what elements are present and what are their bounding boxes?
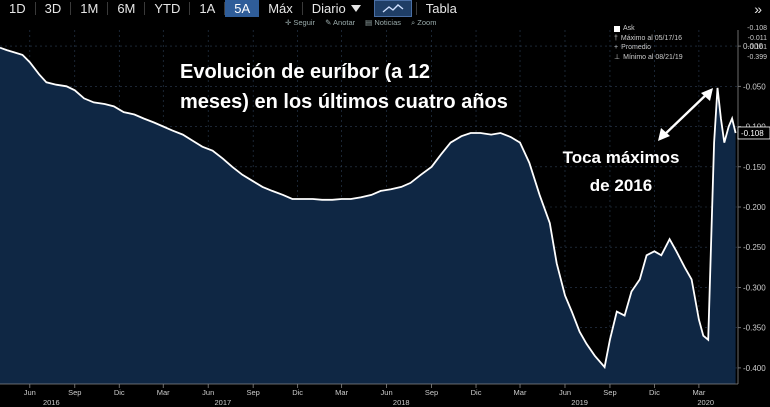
- y-tick-label: -0.200: [743, 203, 766, 212]
- range-1d-button[interactable]: 1D: [9, 1, 26, 16]
- toolbar-divider: [107, 2, 109, 15]
- y-tick-label: -0.050: [743, 82, 766, 91]
- x-tick-label: Sep: [246, 388, 259, 397]
- legend-label: Mínimo al 08/21/19: [623, 53, 683, 61]
- x-tick-label: Jun: [24, 388, 36, 397]
- y-tick-label: -0.100: [743, 123, 766, 132]
- range-1a-button[interactable]: 1A: [199, 1, 216, 16]
- min-marker-icon: ⊥: [614, 53, 621, 61]
- toolbar-divider: [144, 2, 146, 15]
- last-value-box: [737, 126, 770, 140]
- x-tick-label: Dic: [292, 388, 303, 397]
- legend-value: -0.108: [747, 25, 767, 32]
- frequency-dropdown[interactable]: Diario: [303, 0, 370, 17]
- chart-title-line-1: Evolución de euríbor (a 12: [180, 61, 430, 83]
- news-label: Noticias: [374, 18, 401, 27]
- toolbar-divider: [415, 2, 417, 15]
- toolbar-divider: [70, 2, 72, 15]
- arrow-shaft: [661, 91, 710, 138]
- legend-row-avg: + Promedio -0.161: [614, 43, 770, 53]
- x-tick-label: Dic: [114, 388, 125, 397]
- x-tick-label: Mar: [692, 388, 705, 397]
- annotate-label: Anotar: [333, 18, 356, 27]
- annotation-label-line-2: de 2016: [590, 176, 652, 195]
- news-tool[interactable]: ▤ Noticias: [365, 18, 401, 27]
- x-tick-label: Sep: [68, 388, 81, 397]
- x-tick-label: Sep: [603, 388, 616, 397]
- last-value-marker: -0.108: [737, 126, 770, 140]
- zoom-label: Zoom: [417, 17, 437, 27]
- toolbar-divider: [224, 2, 226, 15]
- table-button[interactable]: Tabla: [425, 1, 457, 16]
- range-max-button[interactable]: Máx: [268, 1, 293, 16]
- chart-title-line-2: meses) en los últimos cuatro años: [180, 91, 508, 113]
- chart-type-button[interactable]: [373, 0, 412, 17]
- range-6m-button[interactable]: 6M: [117, 1, 136, 16]
- chart-tools: ✛ Seguir ✎ Anotar ▤ Noticias ⌕ Zoom: [285, 17, 436, 28]
- x-axis: Jun Sep Dic Mar Jun Sep Dic Mar Jun Sep Dic Mar Jun S…: [0, 383, 738, 407]
- zoom-tool[interactable]: ⌕ Zoom: [411, 17, 437, 27]
- legend-value: -0.011: [747, 34, 767, 42]
- x-tick-label: Mar: [514, 388, 527, 397]
- legend-row-min: ⊥ Mínimo al 08/21/19 -0.399: [614, 53, 770, 63]
- range-5a-button[interactable]: 5A: [225, 0, 260, 17]
- annotation-arrow: [658, 88, 713, 141]
- toolbar-divider: [301, 2, 303, 15]
- toolbar: 1D 3D 1M 6M YTD 1A 5A Máx Diario Tabla »: [0, 0, 770, 17]
- legend: Ask -0.108 † Máximo al 05/17/16 -0.011 + P…: [614, 24, 770, 62]
- x-tick-label: Jun: [559, 388, 571, 397]
- x-tick-label: Jun: [381, 388, 393, 397]
- toolbar-divider: [34, 2, 36, 15]
- gridlines: [0, 30, 738, 384]
- x-tick-label: Dic: [471, 388, 482, 397]
- range-ytd-button[interactable]: YTD: [154, 1, 181, 16]
- x-tick-label: Jun: [202, 388, 214, 397]
- legend-value: -0.399: [747, 53, 767, 61]
- year-label: 2020: [697, 398, 714, 407]
- series-swatch: [614, 25, 620, 32]
- y-tick-label: -0.250: [743, 243, 766, 252]
- arrow-head: [658, 128, 670, 141]
- y-tick-label: -0.350: [743, 324, 766, 333]
- line-chart-icon: [382, 4, 404, 13]
- year-label: 2017: [215, 398, 232, 407]
- toolbar-divider: [189, 2, 191, 15]
- annotate-tool[interactable]: ✎ Anotar: [325, 18, 356, 27]
- y-tick-label: -0.400: [743, 364, 766, 373]
- x-tick-label: Mar: [157, 388, 170, 397]
- legend-label: Máximo al 05/17/16: [620, 34, 682, 42]
- series-area: [0, 47, 736, 384]
- legend-label: Promedio: [621, 44, 652, 51]
- y-axis: 0.000-0.050-0.100-0.150-0.200-0.250-0.30…: [737, 30, 766, 384]
- last-value-label: -0.108: [741, 129, 764, 138]
- year-label: 2018: [393, 398, 410, 407]
- legend-row-ask: Ask -0.108: [614, 24, 770, 34]
- legend-label: Ask: [623, 25, 635, 32]
- legend-value: -0.161: [747, 44, 767, 51]
- annotation-label-line-1: Toca máximos: [563, 148, 680, 167]
- x-tick-label: Mar: [335, 388, 348, 397]
- follow-tool[interactable]: ✛ Seguir: [285, 18, 316, 27]
- range-3d-button[interactable]: 3D: [44, 1, 62, 16]
- legend-row-max: † Máximo al 05/17/16 -0.011: [614, 34, 770, 44]
- avg-marker-icon: +: [614, 44, 619, 51]
- year-label: 2019: [571, 398, 588, 407]
- frequency-value: Diario: [311, 1, 346, 16]
- x-tick-label: Dic: [649, 388, 660, 397]
- arrow-head: [701, 88, 713, 101]
- y-tick-label: -0.150: [743, 163, 766, 172]
- chevron-down-icon: [350, 5, 361, 12]
- more-options-button[interactable]: »: [754, 0, 762, 17]
- follow-label: Seguir: [293, 18, 316, 27]
- year-label: 2016: [43, 398, 60, 407]
- range-1m-button[interactable]: 1M: [80, 1, 99, 16]
- series-line: [0, 46, 737, 370]
- x-tick-label: Sep: [425, 388, 438, 397]
- max-marker-icon: †: [614, 34, 618, 42]
- y-tick-label: -0.300: [743, 283, 766, 292]
